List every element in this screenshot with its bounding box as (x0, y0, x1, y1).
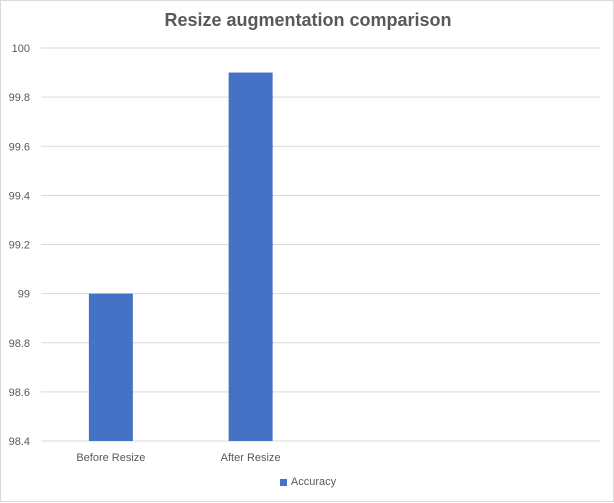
x-tick-label: After Resize (221, 452, 281, 464)
y-tick-label: 99.2 (9, 240, 30, 252)
chart-title: Resize augmentation comparison (164, 10, 452, 30)
y-tick-label: 98.6 (9, 387, 30, 399)
y-axis-tick-labels: 98.4 98.6 98.8 99 99.2 99.4 99.6 99.8 100 (9, 43, 30, 448)
y-tick-label: 98.8 (9, 338, 30, 350)
legend: Accuracy (1, 476, 614, 488)
x-tick-label: Before Resize (76, 452, 145, 464)
gridlines (41, 47, 600, 442)
y-tick-label: 99.6 (9, 141, 30, 153)
y-tick-label: 99 (18, 289, 30, 301)
y-tick-label: 99.8 (9, 92, 30, 104)
legend-label-accuracy: Accuracy (290, 476, 337, 488)
bar-after-resize (228, 72, 273, 441)
y-tick-label: 99.4 (9, 190, 30, 202)
bars (88, 72, 273, 441)
x-axis-tick-labels: Before Resize After Resize (76, 452, 280, 464)
y-tick-label: 100 (12, 43, 30, 55)
bar-before-resize (88, 293, 133, 441)
y-tick-label: 98.4 (9, 436, 30, 448)
legend-swatch-accuracy (279, 478, 287, 486)
